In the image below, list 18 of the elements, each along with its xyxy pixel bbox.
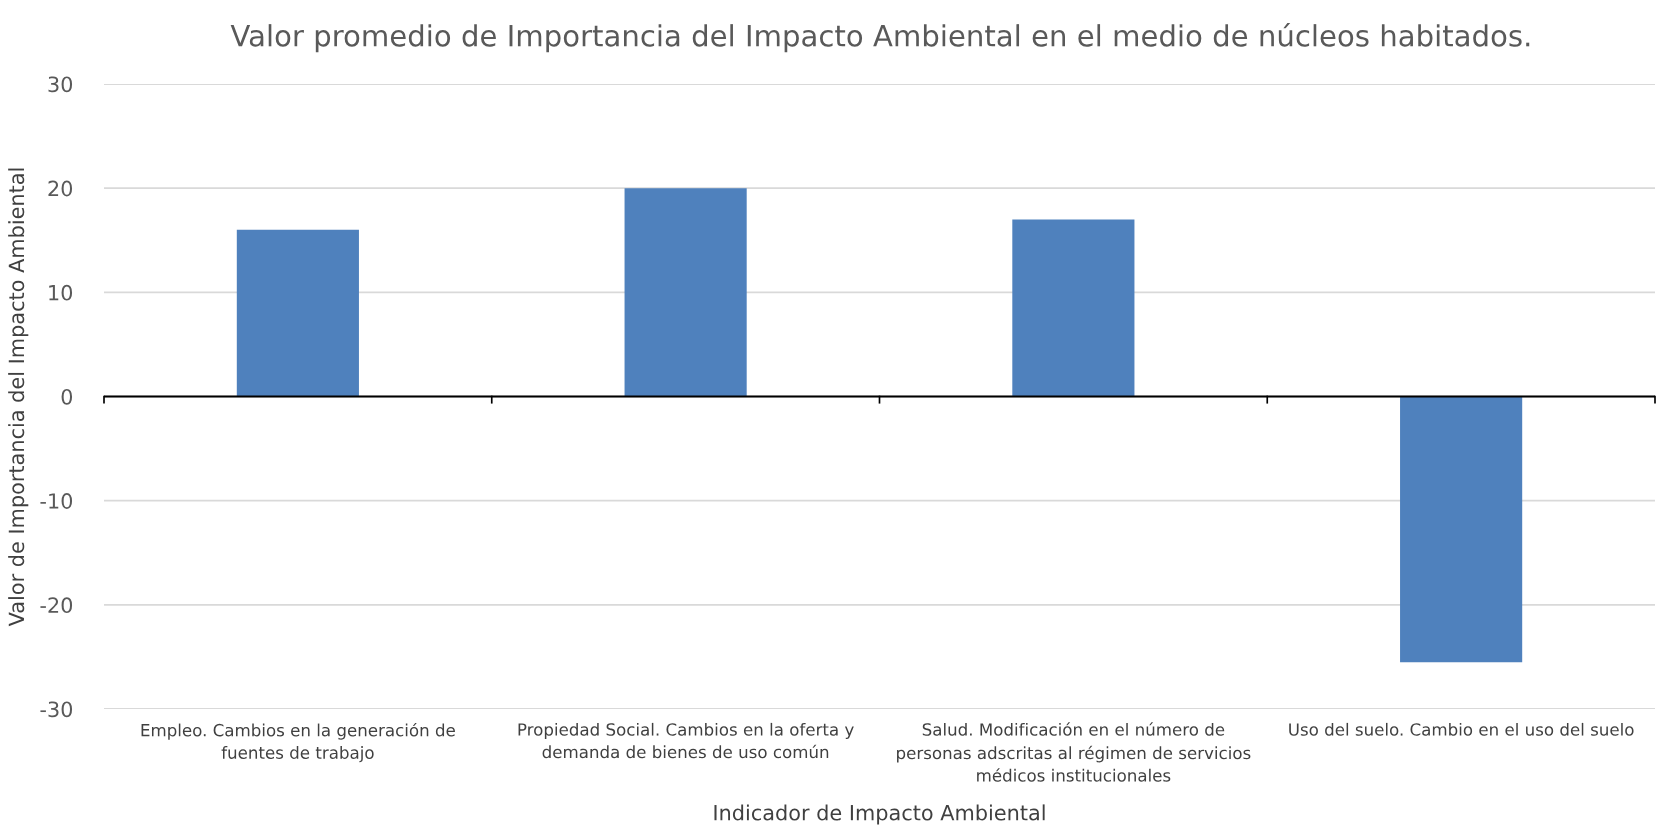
bar [236,229,359,397]
x-axis-title: Indicador de Impacto Ambiental [714,804,1045,825]
y-tick-label: 10 [49,284,73,301]
chart-title: Valor promedio de Importancia del Impacto Ambiental en el medio de núcleos habitados. [230,22,1530,53]
bar [624,188,747,397]
y-axis-title: Valor de Importancia del Impacto Ambiental [8,168,29,627]
bar [1012,219,1135,397]
x-tick-label: Uso del suelo. Cambio en el uso del suelo [1289,722,1634,736]
x-tick-label: Empleo. Cambios en la generación de fuentes de trabajo [141,722,455,763]
x-tick-label: Salud. Modificación en el número de personas adscritas al régimen de servicios médicos institucionales [897,722,1251,782]
x-tick-label: Propiedad Social. Cambios en la oferta y demanda de bienes de uso común [518,722,854,759]
y-tick-label: 0 [61,388,73,405]
y-tick-label: -10 [40,493,73,509]
y-tick-label: 30 [48,76,73,93]
y-tick-label: -20 [40,597,73,614]
y-tick-label: 20 [48,180,73,197]
y-tick-label: -30 [40,701,73,718]
bar [1400,396,1523,663]
